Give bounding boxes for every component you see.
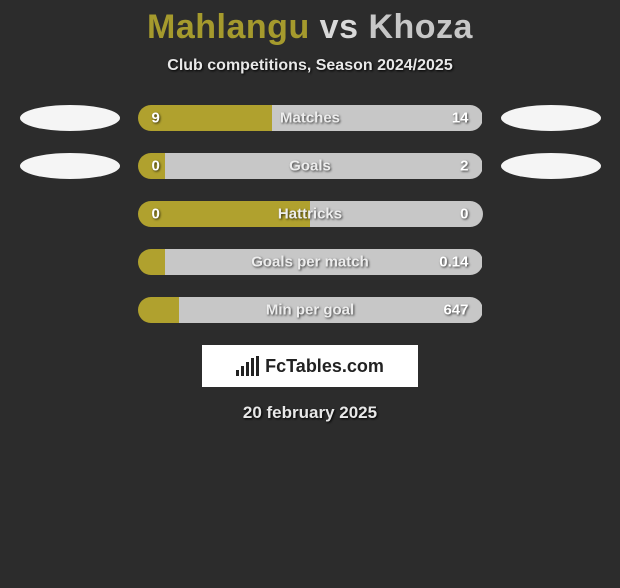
stat-value-right: 14 [452, 110, 469, 127]
stat-label: Matches [280, 110, 340, 127]
stat-value-right: 0.14 [439, 254, 468, 271]
stat-label: Hattricks [278, 206, 342, 223]
logo-text: FcTables.com [265, 356, 384, 377]
date-text: 20 february 2025 [0, 403, 620, 423]
stat-label: Min per goal [266, 302, 354, 319]
stat-label: Goals per match [251, 254, 369, 271]
stat-bar: 0 0 Hattricks [138, 201, 483, 227]
stat-value-right: 2 [460, 158, 468, 175]
team-badge-left [20, 105, 120, 131]
bar-left-fill [138, 297, 179, 323]
stat-row: 9 14 Matches [0, 105, 620, 131]
stat-bar: 0.14 Goals per match [138, 249, 483, 275]
player1-name: Mahlangu [147, 8, 310, 46]
stat-label: Goals [289, 158, 331, 175]
stat-bar: 9 14 Matches [138, 105, 483, 131]
stat-row: 0.14 Goals per match [0, 249, 620, 275]
team-badge-right [501, 153, 601, 179]
stat-value-right: 647 [443, 302, 468, 319]
vs-text: vs [320, 8, 359, 46]
team-badge-left [20, 153, 120, 179]
stat-row: 0 2 Goals [0, 153, 620, 179]
logo-bars-icon [236, 356, 259, 376]
subtitle: Club competitions, Season 2024/2025 [0, 57, 620, 75]
stat-row: 647 Min per goal [0, 297, 620, 323]
stat-value-left: 0 [152, 206, 160, 223]
comparison-title: Mahlangu vs Khoza [0, 8, 620, 47]
stat-row: 0 0 Hattricks [0, 201, 620, 227]
stat-value-right: 0 [460, 206, 468, 223]
logo-box: FcTables.com [202, 345, 418, 387]
stats-container: 9 14 Matches 0 2 Goals 0 0 Hattricks 0.14 Goals pe… [0, 105, 620, 323]
player2-name: Khoza [368, 8, 473, 46]
bar-left-fill [138, 249, 166, 275]
stat-bar: 0 2 Goals [138, 153, 483, 179]
stat-value-left: 0 [152, 158, 160, 175]
team-badge-right [501, 105, 601, 131]
stat-value-left: 9 [152, 110, 160, 127]
stat-bar: 647 Min per goal [138, 297, 483, 323]
